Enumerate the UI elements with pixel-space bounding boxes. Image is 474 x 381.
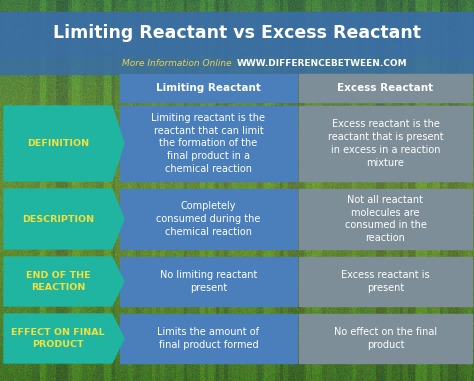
Text: Limiting Reactant vs Excess Reactant: Limiting Reactant vs Excess Reactant [53, 24, 421, 42]
Text: EFFECT ON FINAL
PRODUCT: EFFECT ON FINAL PRODUCT [11, 328, 105, 349]
Polygon shape [4, 189, 124, 249]
Text: END OF THE
REACTION: END OF THE REACTION [26, 271, 91, 291]
Bar [299, 189, 472, 249]
Bar [0, 54, 474, 74]
Bar [120, 74, 297, 102]
Polygon shape [4, 314, 124, 363]
Text: Excess Reactant: Excess Reactant [337, 83, 434, 93]
Text: Excess reactant is
present: Excess reactant is present [341, 270, 430, 293]
Text: More Information Online: More Information Online [122, 59, 232, 69]
Bar [120, 314, 297, 363]
Bar [299, 257, 472, 306]
Text: No limiting reactant
present: No limiting reactant present [160, 270, 257, 293]
Text: Limits the amount of
final product formed: Limits the amount of final product forme… [157, 327, 259, 350]
Bar [299, 74, 472, 102]
Polygon shape [4, 257, 124, 306]
Bar [299, 106, 472, 181]
Polygon shape [4, 106, 124, 181]
Bar [120, 257, 297, 306]
Text: WWW.DIFFERENCEBETWEEN.COM: WWW.DIFFERENCEBETWEEN.COM [237, 59, 408, 69]
Text: DEFINITION: DEFINITION [27, 139, 89, 148]
Bar [299, 314, 472, 363]
Text: Completely
consumed during the
chemical reaction: Completely consumed during the chemical … [156, 201, 261, 237]
Text: Excess reactant is the
reactant that is present
in excess in a reaction
mixture: Excess reactant is the reactant that is … [328, 119, 443, 168]
Text: No effect on the final
product: No effect on the final product [334, 327, 437, 350]
Bar [0, 12, 474, 54]
Text: DESCRIPTION: DESCRIPTION [22, 215, 94, 224]
Text: Limiting reactant is the
reactant that can limit
the formation of the
final prod: Limiting reactant is the reactant that c… [152, 113, 265, 174]
Bar [120, 189, 297, 249]
Text: Limiting Reactant: Limiting Reactant [156, 83, 261, 93]
Bar [120, 106, 297, 181]
Text: Not all reactant
molecules are
consumed in the
reaction: Not all reactant molecules are consumed … [345, 195, 427, 243]
